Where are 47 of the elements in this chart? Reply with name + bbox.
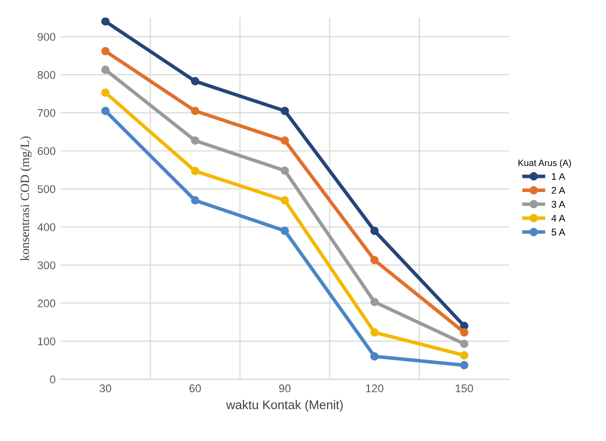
point xyxy=(280,136,289,145)
point xyxy=(101,46,110,56)
y-tick-label: 400 xyxy=(37,223,56,232)
point xyxy=(460,340,468,348)
point xyxy=(460,361,468,370)
x-tick-label: 30 xyxy=(100,384,112,392)
legend-title: Kuat Arus (A) xyxy=(518,159,571,168)
point xyxy=(370,256,379,264)
point xyxy=(101,66,110,74)
legend-label: 3 A xyxy=(552,200,566,208)
legend-label: 5 A xyxy=(552,228,566,236)
legend-label: 2 A xyxy=(552,186,566,194)
point xyxy=(101,18,110,26)
y-tick-label: 300 xyxy=(38,261,56,270)
x-axis-title: waktu Kontak (Menit) xyxy=(226,400,343,412)
x-tick-label: 60 xyxy=(190,384,201,392)
x-tick-label: 150 xyxy=(456,384,474,392)
point xyxy=(370,298,379,306)
y-tick-label: 700 xyxy=(38,109,56,117)
point xyxy=(280,196,289,205)
point xyxy=(101,106,110,116)
x-tick-label: 90 xyxy=(279,384,291,392)
point xyxy=(370,226,379,235)
legend-label: 1 A xyxy=(552,173,566,180)
x-tick-label: 120 xyxy=(366,384,384,392)
point xyxy=(280,226,289,235)
y-tick-label: 800 xyxy=(38,71,56,79)
point xyxy=(190,136,200,145)
y-tick-label: 500 xyxy=(38,185,56,194)
y-tick-label: 900 xyxy=(38,32,56,41)
point xyxy=(190,196,200,205)
y-tick-label: 200 xyxy=(38,299,56,308)
y-tick-label: 600 xyxy=(38,147,56,156)
y-tick-label: 0 xyxy=(50,376,56,384)
y-axis-title: konsentrasi COD (mg/L) xyxy=(20,136,32,261)
point xyxy=(460,328,468,337)
point xyxy=(460,351,468,360)
point xyxy=(370,352,379,361)
point xyxy=(190,106,200,116)
point xyxy=(101,88,110,97)
point xyxy=(190,166,200,176)
legend-label: 4 A xyxy=(551,214,566,222)
point xyxy=(280,106,289,116)
point xyxy=(190,77,200,86)
point xyxy=(370,328,379,337)
y-tick-label: 100 xyxy=(38,337,56,346)
point xyxy=(280,166,289,175)
